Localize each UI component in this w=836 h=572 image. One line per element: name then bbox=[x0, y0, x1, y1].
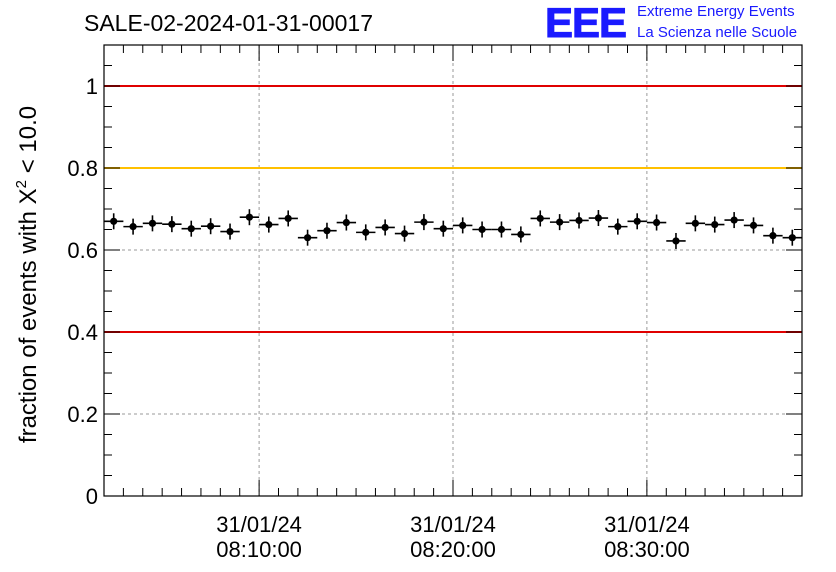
logo-line-2: La Scienza nelle Scuole bbox=[637, 24, 798, 41]
x-tick-label-date: 31/01/24 bbox=[604, 512, 690, 537]
data-point bbox=[265, 220, 273, 229]
data-point bbox=[575, 216, 583, 225]
data-point bbox=[614, 223, 622, 231]
data-point bbox=[497, 225, 506, 234]
data-point bbox=[323, 227, 331, 235]
y-tick-label: 0.4 bbox=[67, 320, 98, 345]
y-tick-label: 0.2 bbox=[67, 402, 98, 427]
data-point bbox=[594, 214, 603, 222]
data-point bbox=[517, 230, 525, 239]
data-point bbox=[187, 225, 195, 233]
data-point bbox=[129, 223, 137, 231]
data-point bbox=[672, 237, 680, 245]
data-point bbox=[691, 219, 699, 227]
data-point bbox=[245, 213, 254, 221]
x-tick-label-date: 31/01/24 bbox=[216, 512, 302, 537]
data-point bbox=[362, 228, 370, 236]
data-point bbox=[148, 219, 157, 227]
y-tick-label: 0 bbox=[86, 484, 98, 509]
y-tick-label: 1 bbox=[86, 74, 98, 99]
x-tick-label-time: 08:10:00 bbox=[216, 537, 302, 562]
x-tick-label-time: 08:20:00 bbox=[410, 537, 496, 562]
data-point bbox=[400, 230, 409, 238]
data-point bbox=[284, 214, 292, 223]
y-tick-label: 0.6 bbox=[67, 238, 98, 263]
eee-logo-icon: EEE bbox=[545, 2, 628, 42]
x-tick-label-time: 08:30:00 bbox=[604, 537, 690, 562]
data-point bbox=[459, 221, 467, 229]
eee-logo-mark: EEE bbox=[545, 2, 626, 42]
data-point bbox=[303, 234, 312, 242]
data-point bbox=[711, 220, 719, 229]
data-point bbox=[207, 222, 215, 230]
data-point bbox=[749, 221, 758, 229]
data-point bbox=[556, 218, 564, 226]
y-tick-label: 0.8 bbox=[67, 156, 98, 181]
data-point bbox=[633, 217, 641, 225]
data-point bbox=[652, 218, 661, 227]
x-tick-label-date: 31/01/24 bbox=[410, 512, 496, 537]
data-point bbox=[342, 218, 350, 227]
chart-title: SALE-02-2024-01-31-00017 bbox=[84, 10, 373, 36]
data-point bbox=[168, 220, 176, 228]
data-point bbox=[381, 223, 389, 232]
data-point bbox=[226, 227, 234, 236]
data-point bbox=[788, 234, 796, 242]
data-point bbox=[478, 225, 486, 234]
data-point bbox=[439, 225, 447, 233]
data-point bbox=[730, 216, 738, 224]
data-point bbox=[420, 218, 428, 226]
logo-line-1: Extreme Energy Events bbox=[637, 3, 795, 20]
data-point bbox=[769, 232, 777, 240]
y-axis-label: fraction of events with X2 < 10.0 bbox=[13, 106, 42, 443]
data-point bbox=[536, 214, 544, 223]
data-point bbox=[110, 217, 118, 225]
